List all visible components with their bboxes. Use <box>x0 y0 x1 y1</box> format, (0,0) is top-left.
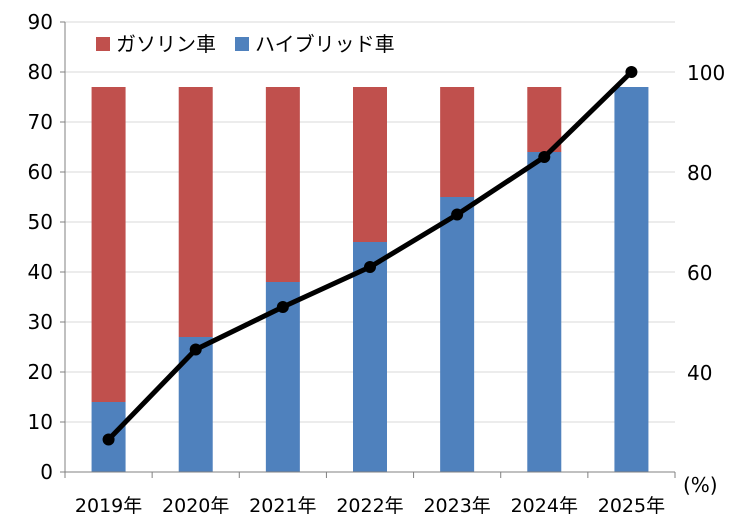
bar-segment <box>91 87 126 402</box>
bar-segment <box>527 87 562 152</box>
bar-segment <box>353 242 387 472</box>
legend-label: ハイブリッド車 <box>255 32 395 56</box>
right-tick-label: 100 <box>687 61 725 85</box>
left-tick-label: 60 <box>28 160 53 184</box>
legend-swatch <box>235 37 249 51</box>
left-tick-label: 0 <box>40 460 53 484</box>
category-label: 2023年 <box>423 495 490 517</box>
axes <box>60 21 676 478</box>
left-tick-label: 90 <box>28 10 53 34</box>
line-series <box>102 66 638 446</box>
legend: ガソリン車 ハイブリッド車 <box>96 32 395 56</box>
line-point <box>276 301 289 313</box>
bar-segment <box>265 87 300 282</box>
bar-segment <box>527 152 562 472</box>
right-axis-unit-label: (%) <box>683 473 718 497</box>
right-axis-ticks: 40 60 80 100 <box>687 61 725 385</box>
bar-segment <box>178 87 213 337</box>
legend-label: ガソリン車 <box>116 32 216 56</box>
left-tick-label: 10 <box>28 410 53 434</box>
left-tick-label: 20 <box>28 360 53 384</box>
left-tick-label: 80 <box>28 60 53 84</box>
legend-swatch <box>96 37 110 51</box>
right-tick-label: 80 <box>687 161 712 185</box>
bars <box>91 87 649 472</box>
right-tick-label: 40 <box>687 361 712 385</box>
category-label: 2024年 <box>511 495 578 517</box>
right-tick-label: 60 <box>687 261 712 285</box>
category-label: 2021年 <box>249 495 316 517</box>
category-labels: 2019年 2020年 2021年 2022年 2023年 2024年 2025年 <box>75 495 665 517</box>
left-tick-label: 50 <box>28 210 53 234</box>
bar-segment <box>440 87 475 197</box>
bar-segment <box>178 337 213 472</box>
category-label: 2019年 <box>75 495 142 517</box>
line-point <box>538 151 551 163</box>
line-point <box>189 343 202 356</box>
bar-segment <box>440 197 475 472</box>
category-label: 2022年 <box>336 495 403 517</box>
bar-segment <box>614 87 649 472</box>
line-point <box>364 261 376 273</box>
bar-segment <box>353 87 387 242</box>
line-point <box>102 433 115 446</box>
left-axis-ticks: 0 10 20 30 40 50 60 70 80 90 <box>28 10 53 484</box>
line-point <box>451 208 464 221</box>
line-point <box>625 66 638 78</box>
category-label: 2020年 <box>162 495 229 517</box>
left-tick-label: 40 <box>28 260 53 284</box>
left-tick-label: 30 <box>28 310 53 334</box>
category-label: 2025年 <box>598 495 665 517</box>
left-tick-label: 70 <box>28 110 53 134</box>
